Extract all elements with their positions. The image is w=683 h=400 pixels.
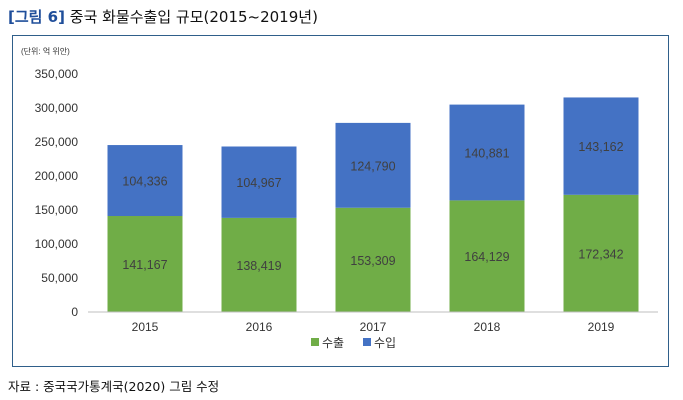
y-tick-label: 100,000: [35, 237, 79, 251]
export-bar: [221, 217, 297, 312]
data-label: 124,790: [350, 159, 395, 173]
x-tick-label: 2016: [246, 320, 273, 334]
export-bar: [335, 207, 411, 312]
y-tick-label: 150,000: [35, 203, 79, 217]
y-tick-label: 0: [71, 305, 78, 319]
export-bar: [449, 200, 525, 312]
data-label: 104,336: [122, 175, 167, 189]
import-bar: [107, 145, 183, 217]
x-tick-label: 2017: [360, 320, 387, 334]
stacked-bar-chart: (단위: 억 위안) 0 50,000 100,000 150,000 200,000 2…: [21, 46, 658, 350]
figure-title-text: 중국 화물수출입 규모(2015~2019년): [69, 8, 318, 26]
figure-title: [그림 6] 중국 화물수출입 규모(2015~2019년): [8, 6, 318, 27]
legend: 수출 수입: [311, 336, 396, 350]
export-bar: [563, 194, 639, 312]
y-axis: 0 50,000 100,000 150,000 200,000 250,000 300,0…: [35, 67, 79, 319]
source-note: 자료 : 중국국가통계국(2020) 그림 수정: [8, 379, 220, 394]
figure-label: [그림 6]: [8, 8, 65, 26]
import-bar: [221, 146, 297, 218]
y-tick-label: 250,000: [35, 135, 79, 149]
x-tick-label: 2015: [132, 320, 159, 334]
legend-label: 수입: [374, 336, 396, 350]
x-axis: 2015 2016 2017 2018 2019: [88, 311, 658, 334]
data-label: 141,167: [122, 258, 167, 272]
legend-label: 수출: [322, 336, 344, 350]
x-tick-label: 2019: [588, 320, 615, 334]
import-bar: [449, 104, 525, 201]
y-tick-label: 200,000: [35, 169, 79, 183]
data-label: 140,881: [464, 146, 509, 160]
export-bar: [107, 216, 183, 312]
data-label: 153,309: [350, 254, 395, 268]
y-tick-label: 50,000: [41, 271, 78, 285]
x-tick-label: 2018: [474, 320, 501, 334]
import-bar: [335, 122, 411, 208]
y-tick-label: 300,000: [35, 101, 79, 115]
data-label: 164,129: [464, 250, 509, 264]
unit-label: (단위: 억 위안): [21, 46, 70, 56]
data-label: 143,162: [578, 140, 623, 154]
bars: 141,167 104,336 138,419 104,967 153,309 124,7…: [107, 97, 639, 312]
data-label: 138,419: [236, 259, 281, 273]
data-label: 104,967: [236, 176, 281, 190]
data-label: 172,342: [578, 247, 623, 261]
y-tick-label: 350,000: [35, 67, 79, 81]
legend-swatch: [311, 338, 319, 346]
import-bar: [563, 97, 639, 195]
legend-swatch: [363, 338, 371, 346]
chart-frame: (단위: 억 위안) 0 50,000 100,000 150,000 200,000 2…: [12, 35, 669, 367]
